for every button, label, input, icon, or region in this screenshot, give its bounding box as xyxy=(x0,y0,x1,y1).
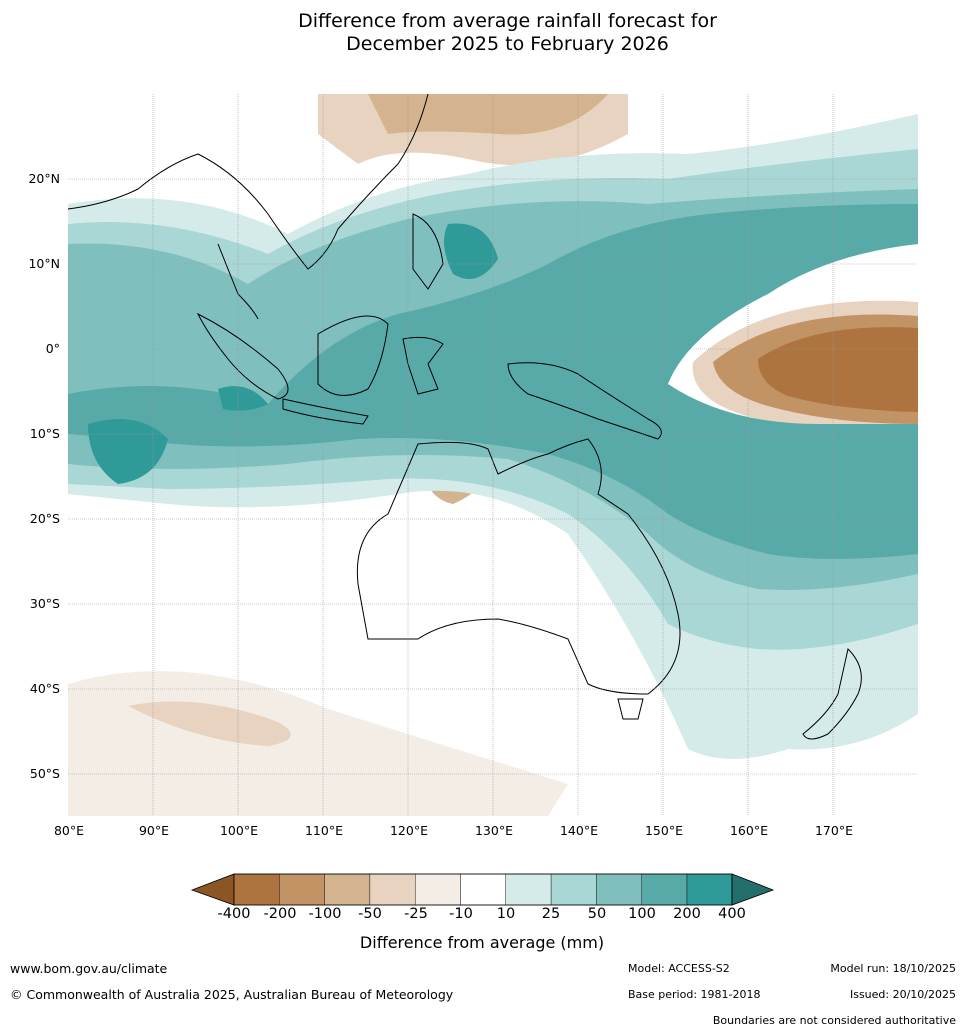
colorbar-tick: -25 xyxy=(404,906,428,922)
lon-label-100e: 100°E xyxy=(219,823,258,838)
colorbar-segment xyxy=(324,873,371,906)
wet-area-strong xyxy=(68,204,918,559)
colorbar-segment xyxy=(505,873,552,906)
rainfall-map xyxy=(68,94,918,816)
colorbar-tick: 400 xyxy=(718,906,746,922)
lon-label-160e: 160°E xyxy=(729,823,768,838)
colorbar-extend-high xyxy=(731,873,775,906)
colorbar-tick: -400 xyxy=(217,906,251,922)
asia-coast xyxy=(68,94,429,270)
colorbar-outline xyxy=(233,873,733,906)
new-zealand-coast xyxy=(802,648,862,740)
colorbar xyxy=(190,873,775,906)
footer-boundaries-note: Boundaries are not considered authoritat… xyxy=(712,1014,956,1027)
graticule xyxy=(68,94,918,816)
tasmania-coast xyxy=(617,698,644,720)
wet-area-sw-indian xyxy=(88,419,168,484)
sulawesi-coast xyxy=(402,336,444,395)
lon-label-130e: 130°E xyxy=(474,823,513,838)
lon-label-150e: 150°E xyxy=(644,823,683,838)
map-svg xyxy=(68,94,918,816)
lat-label-30s: 30°S xyxy=(29,596,60,611)
map-title: Difference from average rainfall forecas… xyxy=(0,10,965,56)
colorbar-segment xyxy=(414,873,461,906)
lon-label-140e: 140°E xyxy=(559,823,598,838)
lat-label-10n: 10°N xyxy=(28,256,60,271)
footer-base-period: Base period: 1981-2018 xyxy=(628,988,761,1001)
colorbar-segment xyxy=(596,873,642,906)
philippines-coast xyxy=(412,213,444,290)
colorbar-segment xyxy=(686,873,733,906)
colorbar-segment xyxy=(460,873,506,906)
colorbar-tick: 10 xyxy=(496,906,516,922)
lat-label-20n: 20°N xyxy=(28,171,60,186)
colorbar-segment xyxy=(279,873,325,906)
colorbar-tick: 50 xyxy=(587,906,607,922)
new-guinea-coast xyxy=(507,362,662,440)
sumatra-coast xyxy=(196,312,289,400)
lon-label-80e: 80°E xyxy=(53,823,85,838)
footer-issued: Issued: 20/10/2025 xyxy=(849,988,956,1001)
colorbar-tick: -100 xyxy=(308,906,342,922)
dry-area-ocean-sw-inner xyxy=(128,701,291,746)
wet-area-java xyxy=(218,386,268,411)
lon-label-120e: 120°E xyxy=(389,823,428,838)
colorbar-extend-low xyxy=(190,873,235,906)
lat-label-20s: 20°S xyxy=(29,511,60,526)
colorbar-segment xyxy=(641,873,688,906)
colorbar-segment xyxy=(369,873,416,906)
footer-copyright: © Commonwealth of Australia 2025, Austra… xyxy=(10,987,454,1002)
footer-model: Model: ACCESS-S2 xyxy=(628,962,730,975)
lat-label-10s: 10°S xyxy=(29,426,60,441)
borneo-coast xyxy=(317,315,389,396)
colorbar-tick: 200 xyxy=(673,906,701,922)
dry-area-north-inner xyxy=(368,94,608,135)
colorbar-tick: -200 xyxy=(263,906,297,922)
lon-label-110e: 110°E xyxy=(304,823,343,838)
colorbar-tick: 25 xyxy=(541,906,561,922)
colorbar-segment xyxy=(550,873,597,906)
title-line-2: December 2025 to February 2026 xyxy=(346,33,669,55)
colorbar-title: Difference from average (mm) xyxy=(359,933,605,952)
colorbar-tick: 100 xyxy=(628,906,656,922)
java-coast xyxy=(282,398,369,425)
footer-url[interactable]: www.bom.gov.au/climate xyxy=(10,961,168,976)
lat-label-40s: 40°S xyxy=(29,681,60,696)
lon-label-90e: 90°E xyxy=(138,823,170,838)
colorbar-tick: -50 xyxy=(358,906,382,922)
colorbar-tick: -10 xyxy=(449,906,473,922)
title-line-1: Difference from average rainfall forecas… xyxy=(298,10,717,32)
footer-model-run: Model run: 18/10/2025 xyxy=(830,962,956,975)
dry-area-pacific-core xyxy=(758,327,918,412)
lat-label-0: 0° xyxy=(45,341,60,356)
australia-coast xyxy=(356,438,681,695)
wet-area-philippines xyxy=(444,223,498,279)
colorbar-segment xyxy=(233,873,280,906)
lat-label-50s: 50°S xyxy=(29,766,60,781)
lon-label-170e: 170°E xyxy=(814,823,853,838)
